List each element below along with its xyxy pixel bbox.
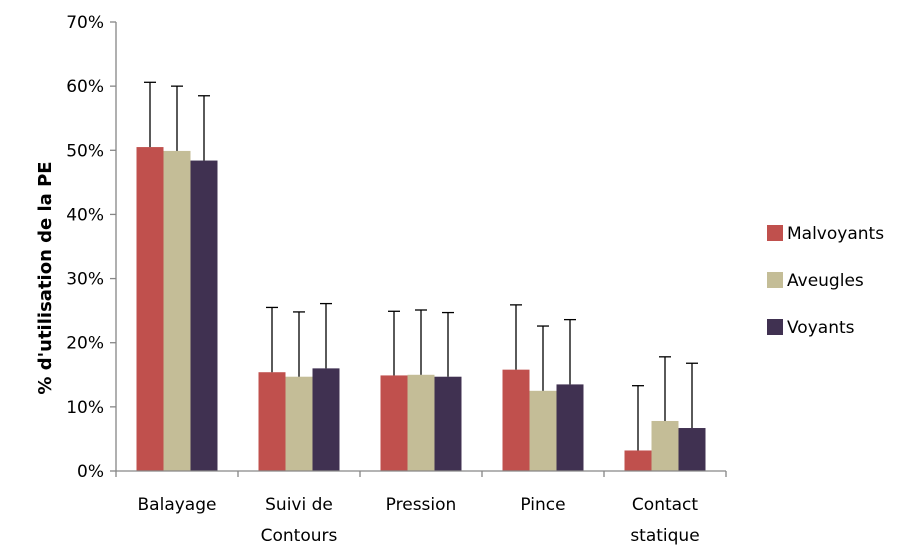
x-tick-label: Balayage bbox=[138, 495, 217, 515]
legend-label-malvoyants: Malvoyants bbox=[787, 224, 884, 244]
x-tick-label: Suivi de Contours bbox=[261, 495, 338, 546]
y-tick-label: 60% bbox=[66, 77, 104, 97]
bar-voyants-1 bbox=[312, 368, 340, 471]
bars-layer bbox=[136, 147, 706, 472]
legend-label-aveugles: Aveugles bbox=[787, 271, 864, 291]
legend-swatch-aveugles bbox=[767, 272, 783, 288]
axes-layer bbox=[110, 21, 727, 477]
bar-malvoyants-3 bbox=[502, 369, 530, 471]
y-tick-label: 0% bbox=[77, 462, 104, 482]
bar-voyants-2 bbox=[434, 376, 462, 471]
y-tick-label: 30% bbox=[66, 270, 104, 290]
legend-label-voyants: Voyants bbox=[787, 318, 855, 338]
y-tick-label: 20% bbox=[66, 334, 104, 354]
bar-voyants-4 bbox=[678, 428, 706, 471]
y-tick-label: 40% bbox=[66, 205, 104, 225]
x-tick-label: Pince bbox=[520, 495, 565, 515]
y-tick-label: 70% bbox=[66, 13, 104, 33]
x-tick-label: Contact statique bbox=[630, 495, 699, 546]
legend-swatch-malvoyants bbox=[767, 225, 783, 241]
bar-aveugles-0 bbox=[163, 150, 191, 472]
x-tick-label: Pression bbox=[386, 495, 457, 515]
bar-voyants-0 bbox=[190, 160, 218, 471]
bar-aveugles-2 bbox=[407, 374, 435, 471]
bar-malvoyants-1 bbox=[258, 372, 286, 471]
legend-swatch-voyants bbox=[767, 319, 783, 335]
y-tick-label: 10% bbox=[66, 398, 104, 418]
bar-malvoyants-4 bbox=[624, 450, 652, 471]
bar-aveugles-1 bbox=[285, 376, 313, 471]
error-bars-layer bbox=[144, 81, 698, 451]
bar-malvoyants-0 bbox=[136, 147, 164, 472]
bar-malvoyants-2 bbox=[380, 375, 408, 471]
y-tick-labels: 0% 10% 20% 30% 40% 50% 60% 70% bbox=[66, 13, 104, 482]
bar-voyants-3 bbox=[556, 384, 584, 471]
y-axis-label: % d'utilisation de la PE bbox=[35, 161, 56, 394]
bar-aveugles-3 bbox=[529, 390, 557, 471]
x-tick-labels: Balayage Suivi de Contours Pression Pince Con… bbox=[138, 495, 700, 546]
legend: Malvoyants Aveugles Voyants bbox=[767, 224, 884, 338]
bar-aveugles-4 bbox=[651, 420, 679, 471]
y-tick-label: 50% bbox=[66, 141, 104, 161]
